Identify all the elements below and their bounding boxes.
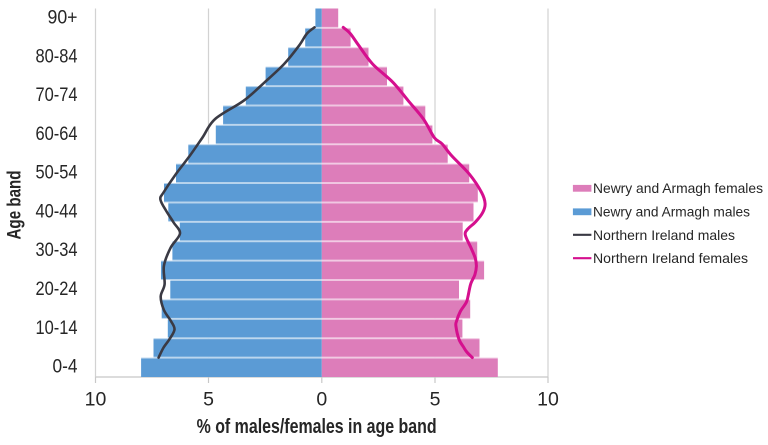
svg-text:10: 10 <box>85 389 107 411</box>
svg-text:30-34: 30-34 <box>36 239 78 261</box>
svg-text:10-14: 10-14 <box>36 317 78 339</box>
svg-text:Northern Ireland females: Northern Ireland females <box>593 250 748 266</box>
svg-text:90+: 90+ <box>48 7 78 29</box>
svg-text:% of males/females in age band: % of males/females in age band <box>197 416 437 438</box>
svg-text:0-4: 0-4 <box>53 356 78 378</box>
svg-text:10: 10 <box>537 389 559 411</box>
svg-text:5: 5 <box>430 389 441 411</box>
svg-text:Newry and Armagh females: Newry and Armagh females <box>593 180 763 196</box>
svg-text:80-84: 80-84 <box>36 45 78 67</box>
svg-text:20-24: 20-24 <box>36 278 78 300</box>
svg-text:60-64: 60-64 <box>36 123 78 145</box>
svg-text:70-74: 70-74 <box>36 84 78 106</box>
svg-text:Age band: Age band <box>5 171 26 240</box>
svg-text:40-44: 40-44 <box>36 200 78 222</box>
svg-text:5: 5 <box>203 389 214 411</box>
svg-text:Northern Ireland males: Northern Ireland males <box>593 227 735 243</box>
svg-text:Newry and Armagh males: Newry and Armagh males <box>593 203 750 219</box>
svg-text:50-54: 50-54 <box>36 162 78 184</box>
svg-text:0: 0 <box>316 389 327 411</box>
